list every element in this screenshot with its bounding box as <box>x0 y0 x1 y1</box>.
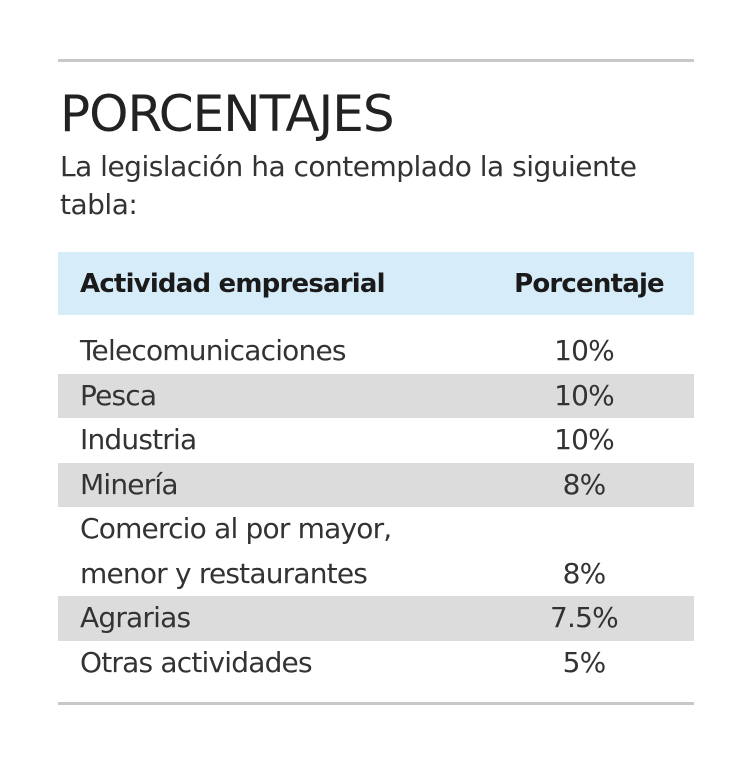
page-title: PORCENTAJES <box>60 85 395 143</box>
table-row: Pesca 10% <box>58 373 694 418</box>
cell-actividad: Comercio al por mayor, menor y restauran… <box>58 507 474 596</box>
subtitle: La legislación ha contemplado la siguien… <box>60 150 637 221</box>
cell-porcentaje: 10% <box>554 334 615 367</box>
cell-actividad: Otras actividades <box>80 645 313 679</box>
cell-porcentaje: 8% <box>562 556 607 590</box>
table-row: Industria 10% <box>58 418 694 463</box>
table-row: Agrarias 7.5% <box>58 596 694 641</box>
cell-actividad: Pesca <box>80 378 157 412</box>
table-header: Actividad empresarial Porcentaje <box>58 252 694 315</box>
cell-actividad-line2: menor y restaurantes <box>80 556 368 590</box>
cell-porcentaje: 5% <box>562 645 607 679</box>
top-rule <box>58 59 694 62</box>
cell-porcentaje: 7.5% <box>550 601 619 634</box>
cell-porcentaje: 10% <box>554 378 615 412</box>
table-row: Telecomunicaciones 10% <box>58 329 694 374</box>
header-actividad: Actividad empresarial <box>80 268 386 299</box>
cell-actividad: Minería <box>80 467 179 501</box>
table-row: Otras actividades 5% <box>58 641 694 686</box>
table-row: Comercio al por mayor, menor y restauran… <box>58 507 694 596</box>
table-row: Minería 8% <box>58 462 694 507</box>
cell-porcentaje: 10% <box>554 423 615 456</box>
cell-actividad: Telecomunicaciones <box>80 334 346 367</box>
cell-actividad: Industria <box>80 423 197 456</box>
cell-actividad: Agrarias <box>80 601 191 634</box>
header-porcentaje: Porcentaje <box>514 268 665 299</box>
percentage-table: Actividad empresarial Porcentaje Telecom… <box>58 252 694 685</box>
cell-porcentaje: 8% <box>562 467 607 501</box>
cell-actividad-line1: Comercio al por mayor, <box>80 512 392 545</box>
bottom-rule <box>58 702 694 705</box>
